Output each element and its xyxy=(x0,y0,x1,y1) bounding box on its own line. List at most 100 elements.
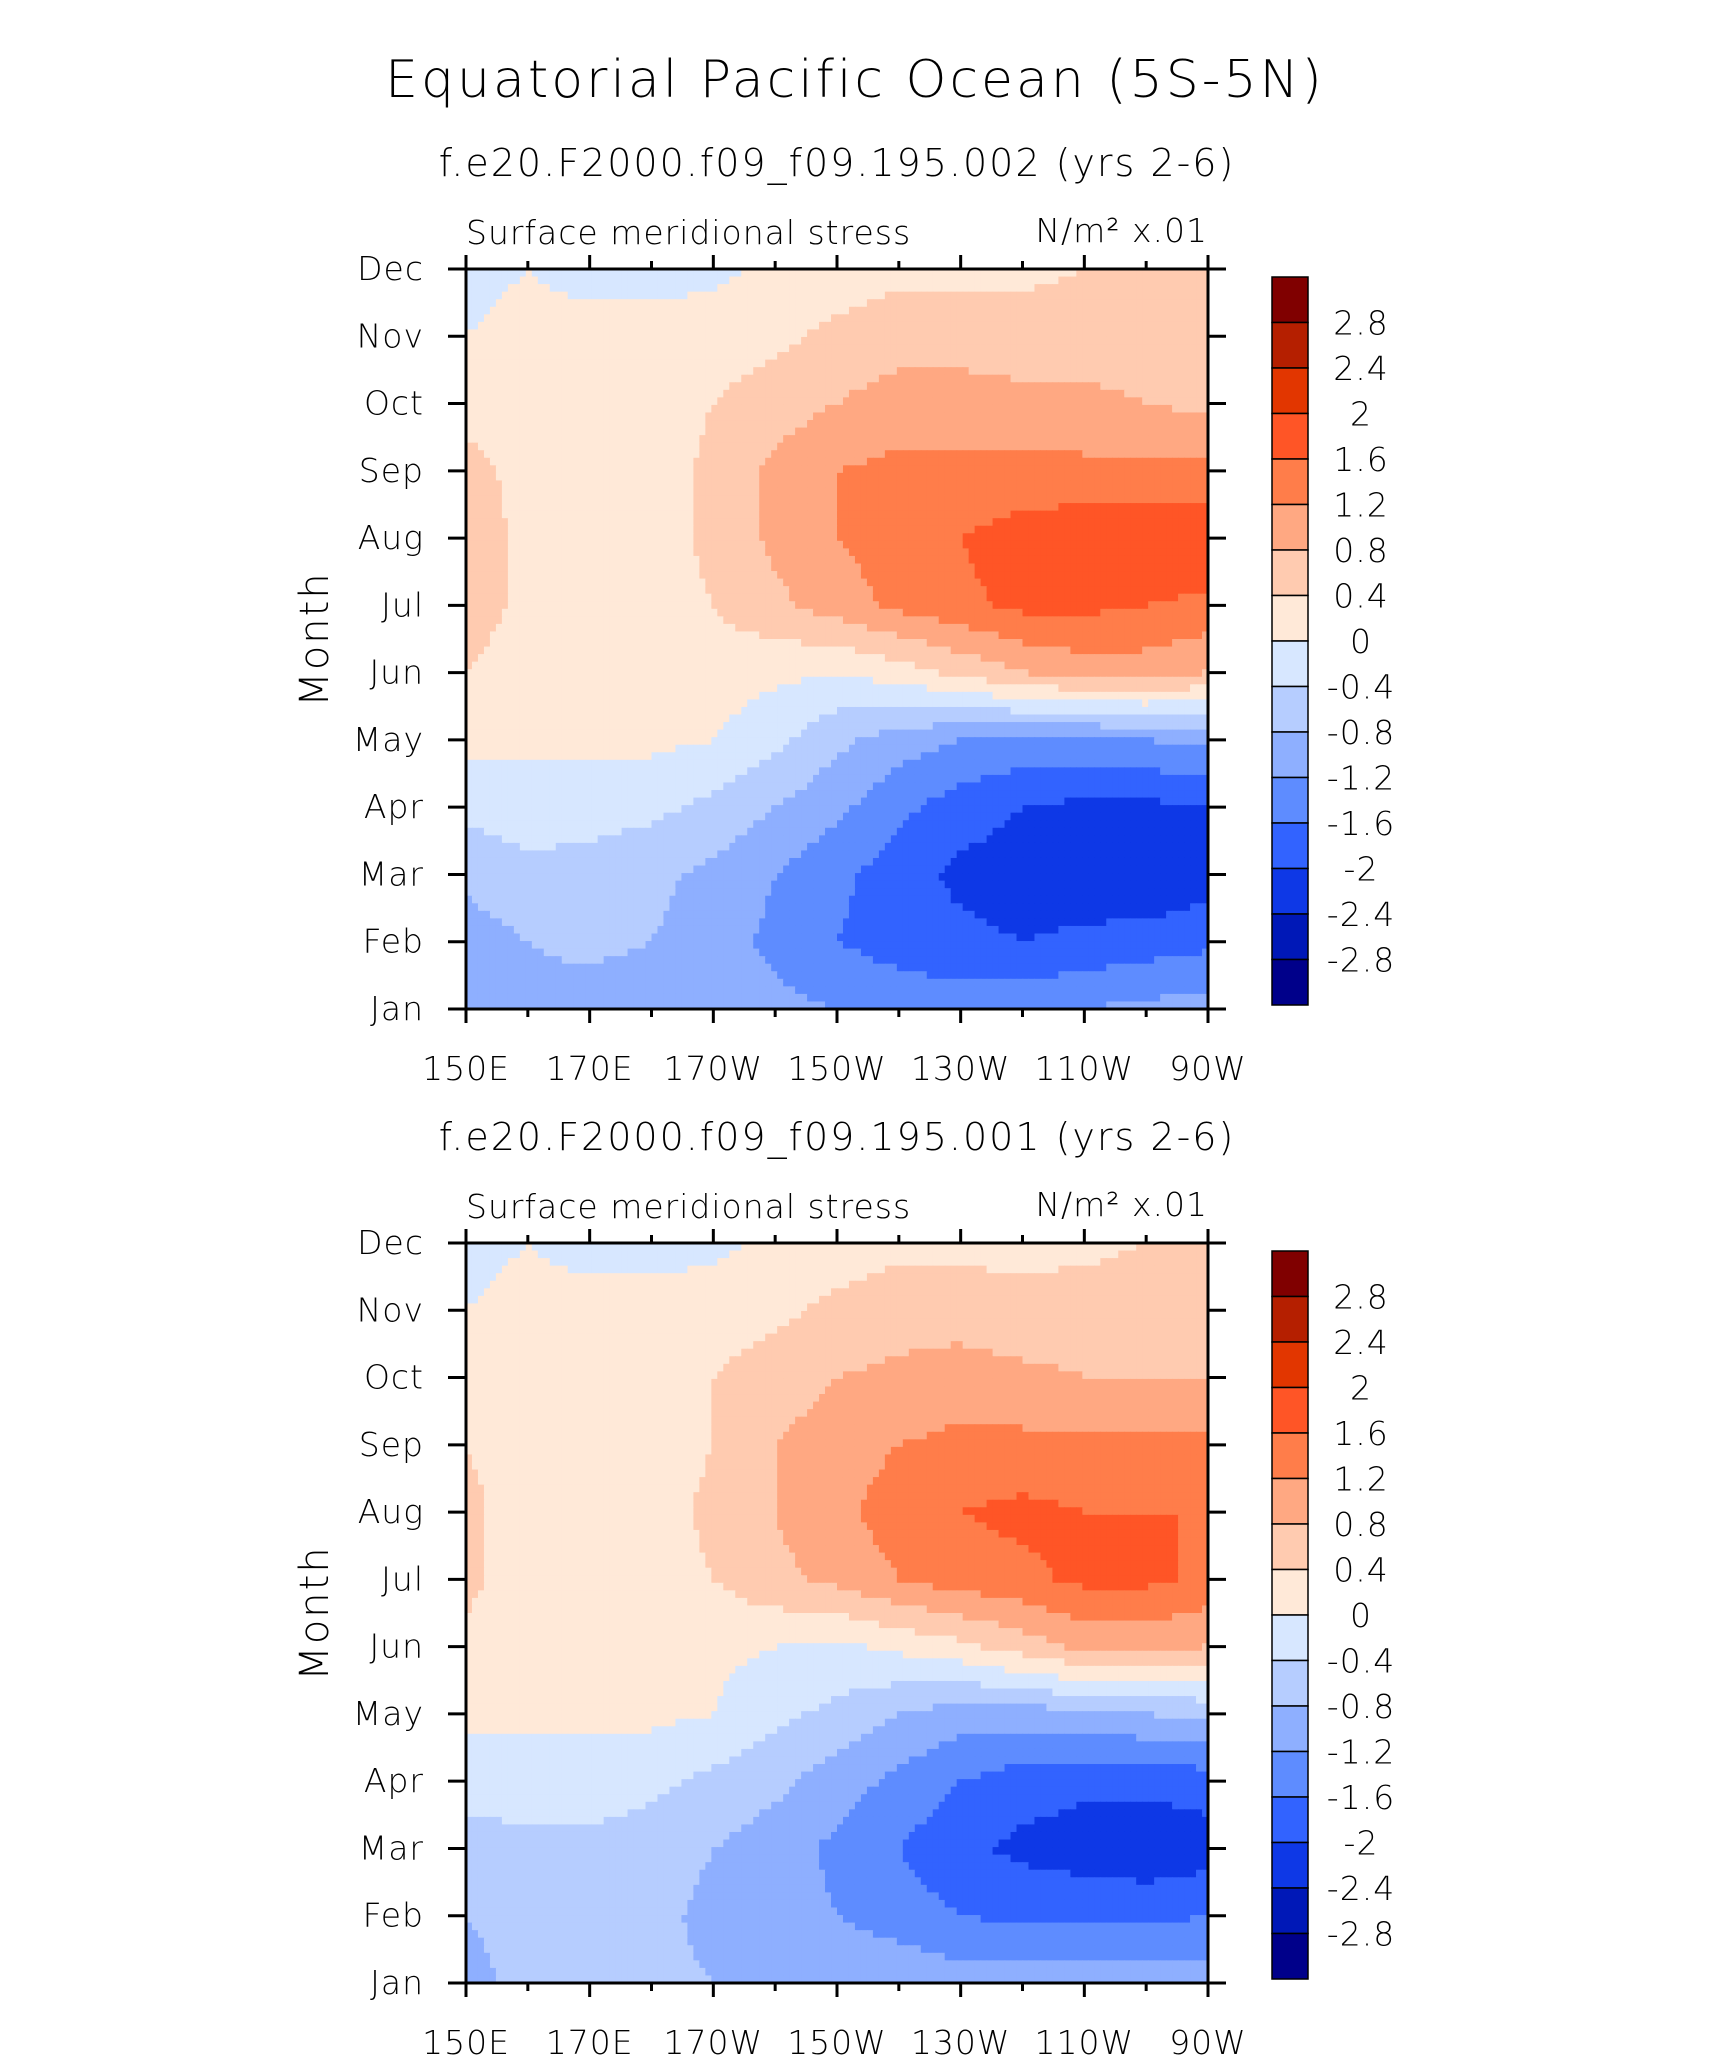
contour-cell xyxy=(783,548,790,557)
contour-cell xyxy=(645,465,653,474)
contour-cell xyxy=(1094,435,1101,444)
contour-cell xyxy=(531,450,539,459)
contour-cell xyxy=(651,518,659,527)
contour-cell xyxy=(543,329,551,338)
contour-cell xyxy=(1088,329,1095,338)
contour-cell xyxy=(477,359,485,368)
contour-cell xyxy=(621,540,629,549)
contour-cell xyxy=(1016,510,1024,519)
contour-cell xyxy=(986,442,994,451)
contour-cell xyxy=(657,382,665,391)
contour-cell xyxy=(735,359,742,368)
contour-cell xyxy=(549,465,557,474)
contour-cell xyxy=(902,389,910,398)
contour-cell xyxy=(884,359,892,368)
contour-cell xyxy=(609,374,617,383)
contour-cell xyxy=(621,284,629,293)
contour-cell xyxy=(1142,533,1149,542)
contour-cell xyxy=(962,450,970,459)
contour-cell xyxy=(645,329,653,338)
contour-cell xyxy=(639,450,647,459)
contour-cell xyxy=(645,344,653,353)
contour-cell xyxy=(962,533,970,542)
contour-cell xyxy=(771,276,778,285)
contour-cell xyxy=(950,420,958,429)
contour-cell xyxy=(519,450,527,459)
contour-cell xyxy=(627,495,635,504)
contour-cell xyxy=(896,457,904,466)
contour-cell xyxy=(1118,389,1125,398)
contour-cell xyxy=(831,472,838,482)
contour-cell xyxy=(549,412,557,421)
contour-cell xyxy=(747,442,754,451)
contour-cell xyxy=(1022,352,1030,361)
contour-cell xyxy=(1076,314,1083,323)
contour-cell xyxy=(1154,389,1161,398)
contour-cell xyxy=(1130,404,1137,414)
contour-cell xyxy=(1172,299,1179,308)
contour-cell xyxy=(1070,555,1077,565)
contour-cell xyxy=(675,389,683,398)
contour-cell xyxy=(1190,525,1197,534)
contour-cell xyxy=(501,404,509,414)
contour-cell xyxy=(1196,291,1203,300)
contour-cell xyxy=(627,269,635,278)
contour-cell xyxy=(1010,359,1018,368)
contour-cell xyxy=(1022,321,1030,331)
contour-cell xyxy=(872,518,880,527)
contour-cell xyxy=(992,389,1000,398)
contour-cell xyxy=(1016,344,1024,353)
contour-cell xyxy=(1172,336,1179,346)
contour-cell xyxy=(896,367,904,376)
contour-cell xyxy=(681,510,688,519)
contour-cell xyxy=(842,450,850,459)
contour-cell xyxy=(531,412,539,421)
contour-cell xyxy=(1040,299,1048,308)
contour-cell xyxy=(615,435,623,444)
contour-cell xyxy=(1082,352,1089,361)
contour-cell xyxy=(998,472,1006,482)
contour-cell xyxy=(507,352,515,361)
contour-cell xyxy=(795,299,802,308)
contour-cell xyxy=(1082,382,1089,391)
contour-cell xyxy=(1070,563,1077,572)
contour-cell xyxy=(1052,374,1059,383)
contour-cell xyxy=(1172,540,1179,549)
contour-cell xyxy=(765,412,772,421)
contour-cell xyxy=(669,306,677,315)
contour-cell xyxy=(914,487,922,497)
contour-cell xyxy=(501,336,509,346)
contour-cell xyxy=(669,450,677,459)
contour-cell xyxy=(831,276,838,285)
contour-cell xyxy=(651,269,659,278)
contour-cell xyxy=(639,571,647,580)
contour-cell xyxy=(537,555,545,565)
contour-cell xyxy=(513,563,521,572)
contour-cell xyxy=(1064,276,1071,285)
contour-cell xyxy=(998,359,1006,368)
contour-cell xyxy=(986,533,994,542)
contour-cell xyxy=(789,382,796,391)
contour-cell xyxy=(1148,435,1155,444)
contour-cell xyxy=(1148,367,1155,376)
contour-cell xyxy=(998,427,1006,436)
contour-cell xyxy=(807,518,814,527)
contour-cell xyxy=(950,397,958,406)
contour-cell xyxy=(837,389,844,398)
contour-cell xyxy=(848,555,856,565)
contour-cell xyxy=(890,412,898,421)
contour-cell xyxy=(567,306,575,315)
contour-cell xyxy=(531,397,539,406)
contour-cell xyxy=(519,382,527,391)
contour-cell xyxy=(914,284,922,293)
contour-cell xyxy=(1046,457,1054,466)
contour-cell xyxy=(783,382,790,391)
contour-cell xyxy=(878,389,886,398)
contour-cell xyxy=(1082,465,1089,474)
contour-cell xyxy=(741,457,748,466)
contour-cell xyxy=(825,450,832,459)
contour-cell xyxy=(1160,420,1167,429)
contour-cell xyxy=(513,397,521,406)
contour-cell xyxy=(627,525,635,534)
contour-cell xyxy=(825,533,832,542)
